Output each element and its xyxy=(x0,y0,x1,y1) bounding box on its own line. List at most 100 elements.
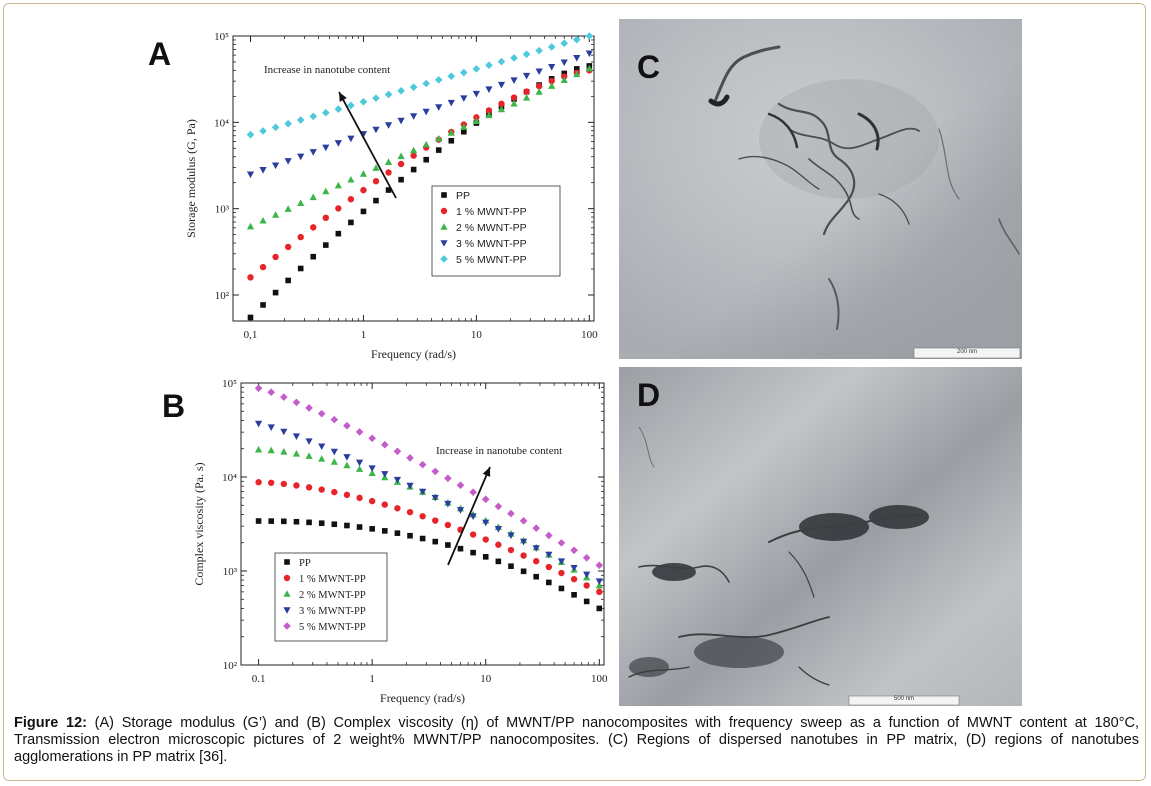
data-point xyxy=(410,152,417,159)
tem-image-d: 500 nm D xyxy=(619,367,1022,706)
data-point xyxy=(305,438,313,445)
data-point xyxy=(457,545,464,552)
data-point xyxy=(410,166,417,173)
data-point xyxy=(267,424,275,431)
data-point xyxy=(444,474,452,483)
data-point xyxy=(297,153,305,161)
data-point xyxy=(497,57,506,66)
data-point xyxy=(381,471,389,478)
data-point xyxy=(494,502,503,511)
panel-label-a: A xyxy=(148,36,172,72)
data-point xyxy=(570,564,578,572)
data-point xyxy=(419,535,426,542)
legend-label: 2 % MWNT-PP xyxy=(299,590,366,601)
data-point xyxy=(520,568,527,575)
legend-label: 3 % MWNT-PP xyxy=(299,606,366,617)
data-point xyxy=(331,488,338,496)
data-point xyxy=(268,479,275,486)
data-point xyxy=(422,79,430,88)
series-0 xyxy=(255,518,603,612)
data-point xyxy=(254,420,263,428)
data-point xyxy=(356,494,363,502)
series-1 xyxy=(247,67,593,281)
chart-a-storage-modulus: 0,1 1 10 100 10² 10³ 10⁴ 10⁵ Frequency (rad/s) St… xyxy=(184,31,598,361)
data-point xyxy=(595,578,603,585)
legend-marker xyxy=(283,574,291,582)
data-point xyxy=(481,495,490,504)
data-point xyxy=(422,108,430,116)
data-point xyxy=(596,605,603,612)
data-point xyxy=(359,97,368,106)
data-point xyxy=(360,186,367,194)
data-point xyxy=(445,542,451,548)
data-point xyxy=(305,452,313,459)
data-point xyxy=(292,449,301,457)
data-point xyxy=(343,491,351,499)
chart-b-complex-viscosity: 0.1 1 10 100 10² 10³ 10⁴ 10⁵ Frequency (rad/s) Co… xyxy=(192,378,608,705)
data-point xyxy=(482,519,490,527)
data-point xyxy=(585,50,593,58)
data-point xyxy=(448,137,455,144)
data-point xyxy=(447,72,456,80)
data-point xyxy=(522,72,531,80)
data-point xyxy=(280,480,288,488)
panel-label-b: B xyxy=(162,388,186,424)
data-point xyxy=(447,99,455,107)
data-point xyxy=(330,415,339,424)
data-point xyxy=(444,500,452,508)
data-point xyxy=(573,70,581,78)
legend-marker xyxy=(283,607,291,614)
data-point xyxy=(510,99,518,107)
data-point xyxy=(585,64,593,72)
data-point xyxy=(485,107,493,114)
data-point xyxy=(558,585,565,592)
data-point xyxy=(306,519,312,526)
data-point xyxy=(582,553,591,562)
data-point xyxy=(560,39,569,48)
data-point xyxy=(507,532,515,539)
data-point xyxy=(347,101,355,110)
data-point xyxy=(385,169,392,176)
data-point xyxy=(460,123,468,130)
data-point xyxy=(573,66,580,72)
data-point xyxy=(343,461,351,469)
data-point xyxy=(547,43,556,51)
x-axis-label: Frequency (rad/s) xyxy=(371,347,456,361)
data-point xyxy=(331,521,338,528)
data-point xyxy=(397,117,405,125)
data-point xyxy=(533,558,540,565)
data-point xyxy=(548,82,556,89)
data-point xyxy=(535,68,543,76)
data-point xyxy=(557,539,566,547)
caption-label: Figure 12: xyxy=(14,715,87,731)
tem-c-texture xyxy=(619,19,1022,359)
series-1 xyxy=(255,479,603,596)
data-point xyxy=(372,126,380,134)
data-point xyxy=(558,569,565,577)
data-point xyxy=(259,263,267,271)
trend-annotation: Increase in nanotube content xyxy=(436,445,562,457)
y-axis-label: Complex viscosity (Pa. s) xyxy=(192,462,206,585)
x-tick-label: 1 xyxy=(361,329,367,341)
data-point xyxy=(444,521,452,529)
data-point xyxy=(595,561,604,570)
data-point xyxy=(384,158,393,165)
data-point xyxy=(347,135,355,143)
data-point xyxy=(247,314,254,321)
data-point xyxy=(519,538,528,546)
data-point xyxy=(407,532,413,539)
data-point xyxy=(548,63,556,71)
legend-label: 1 % MWNT-PP xyxy=(299,574,366,585)
data-point xyxy=(434,76,443,84)
data-point xyxy=(344,522,350,529)
data-point xyxy=(394,530,401,536)
data-point xyxy=(309,149,317,156)
data-point xyxy=(393,476,401,484)
data-point xyxy=(409,83,418,91)
data-point xyxy=(347,175,355,183)
data-point xyxy=(255,479,262,486)
data-point xyxy=(318,443,326,451)
data-point xyxy=(532,545,540,552)
data-point xyxy=(297,199,305,206)
data-point xyxy=(246,171,255,179)
